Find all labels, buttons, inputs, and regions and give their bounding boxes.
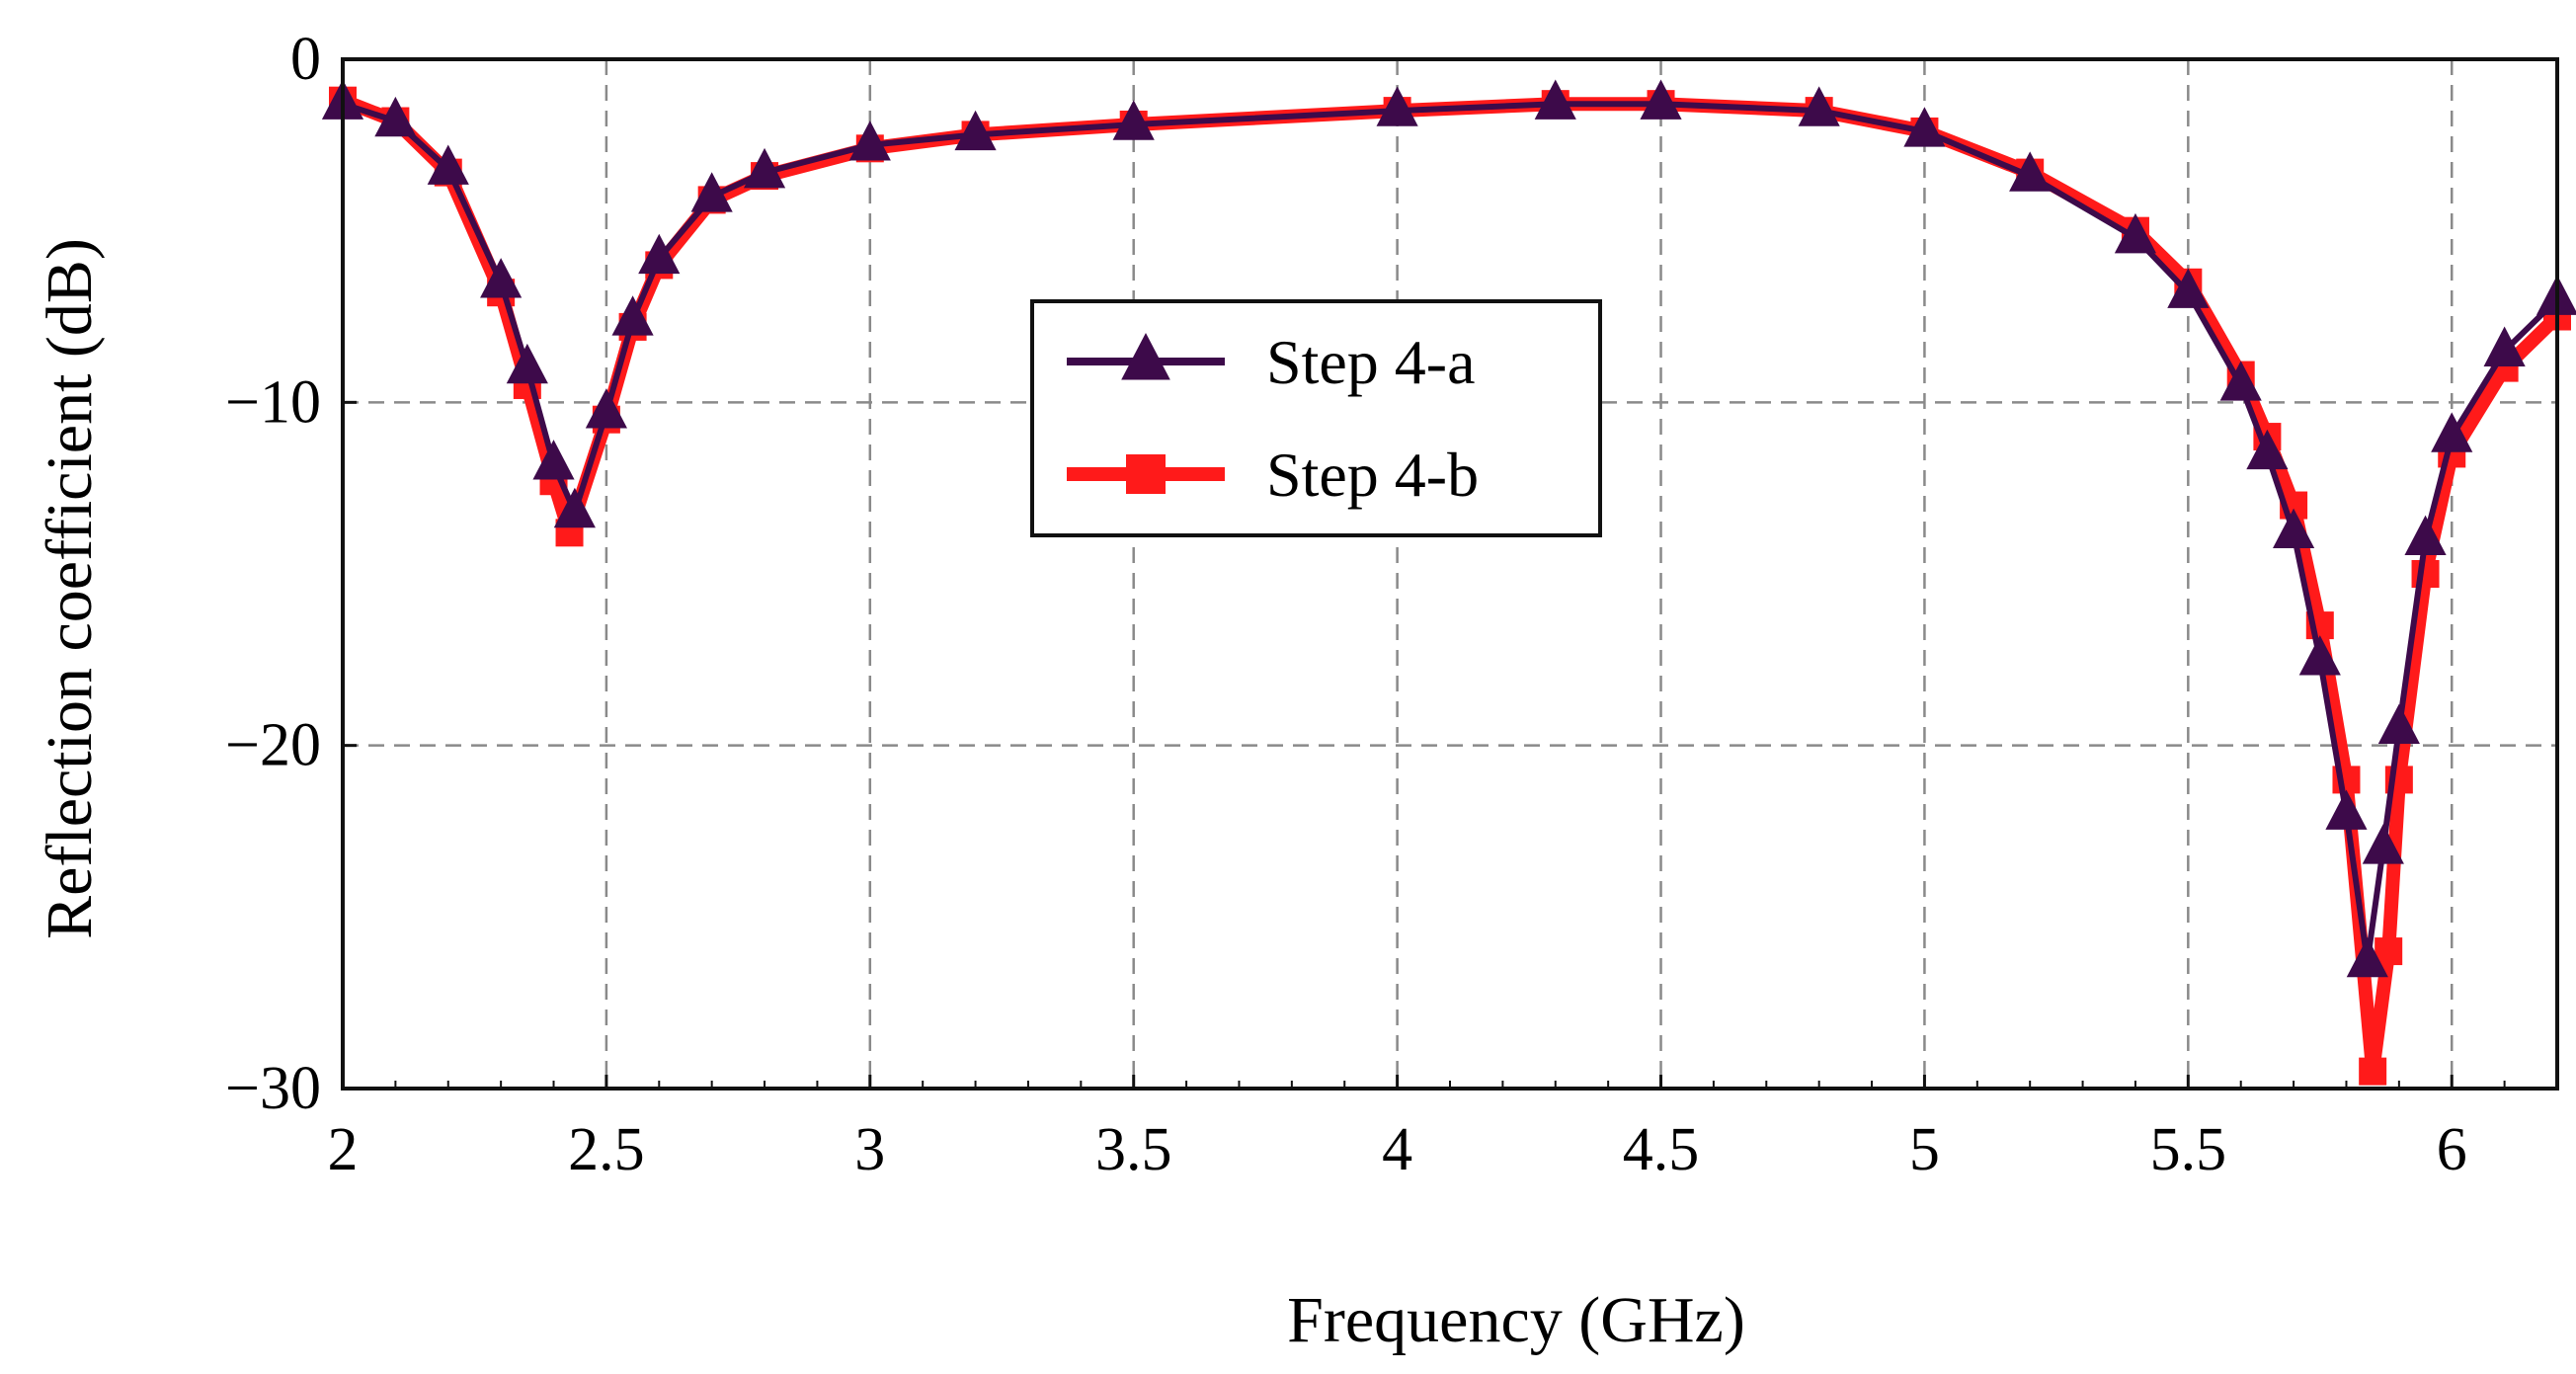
x-tick-label: 5 bbox=[1909, 1116, 1940, 1183]
point-step-4-a bbox=[848, 121, 891, 161]
point-step-4-a bbox=[1121, 332, 1170, 380]
point-step-4-b bbox=[1126, 454, 1166, 494]
legend-label: Step 4-b bbox=[1266, 440, 1479, 510]
point-step-4-a bbox=[690, 172, 733, 212]
legend-entries: Step 4-a Step 4-b bbox=[1067, 327, 1479, 510]
point-step-4-a bbox=[2431, 412, 2473, 452]
y-axis-title: Reflection coefficient (dB) bbox=[34, 238, 106, 939]
legend-entry: Step 4-b bbox=[1067, 440, 1479, 510]
x-tick-label: 4 bbox=[1382, 1116, 1412, 1183]
point-step-4-a bbox=[2483, 326, 2526, 366]
point-step-4-a bbox=[1112, 100, 1155, 140]
point-step-4-a bbox=[480, 258, 523, 298]
legend-label: Step 4-a bbox=[1266, 327, 1476, 397]
point-step-4-a bbox=[1534, 79, 1576, 120]
point-step-4-a bbox=[2404, 515, 2447, 555]
point-step-4-a bbox=[2246, 429, 2289, 470]
legend-entry: Step 4-a bbox=[1067, 327, 1476, 397]
point-step-4-a bbox=[743, 147, 786, 189]
point-step-4-a bbox=[532, 440, 575, 480]
x-tick-label: 3 bbox=[854, 1116, 885, 1183]
point-step-4-a bbox=[1376, 86, 1418, 126]
y-tick-label: −30 bbox=[225, 1055, 321, 1122]
legend: Step 4-a Step 4-b bbox=[1030, 299, 1602, 537]
point-step-4-a bbox=[374, 96, 417, 137]
point-step-4-a bbox=[2273, 508, 2315, 549]
point-step-4-a bbox=[2114, 212, 2157, 254]
x-tick-label: 4.5 bbox=[1623, 1116, 1700, 1183]
point-step-4-a bbox=[2298, 635, 2341, 676]
x-tick-label: 6 bbox=[2437, 1116, 2467, 1183]
point-step-4-a bbox=[2377, 703, 2420, 745]
legend-box bbox=[1030, 299, 1602, 537]
point-step-4-a bbox=[585, 388, 627, 429]
series-layer bbox=[321, 79, 2576, 1086]
x-tick-label: 2 bbox=[328, 1116, 359, 1183]
point-step-4-a bbox=[2167, 268, 2210, 308]
point-step-4-a bbox=[427, 144, 469, 185]
y-tick-label: 0 bbox=[290, 26, 321, 93]
plot-frame bbox=[341, 57, 2559, 1091]
point-step-4-a bbox=[553, 487, 596, 528]
y-tick-labels: 0 −10 −20 −30 bbox=[225, 26, 357, 1122]
y-tick-label: −10 bbox=[225, 368, 321, 436]
point-step-4-a bbox=[506, 343, 548, 384]
point-step-4-a bbox=[2362, 824, 2404, 864]
x-axis-title: Frequency (GHz) bbox=[1287, 1284, 1745, 1356]
point-step-4-b bbox=[2359, 1057, 2387, 1086]
series-step-4-b bbox=[329, 86, 2571, 1086]
point-step-4-a bbox=[2219, 361, 2262, 401]
point-step-4-a bbox=[611, 295, 654, 336]
grid-layer bbox=[343, 59, 2557, 1089]
x-tick-labels: 2 2.5 3 3.5 4 4.5 5 5.5 6 bbox=[328, 1075, 2558, 1183]
point-step-4-a bbox=[2009, 151, 2052, 192]
point-step-4-b bbox=[2411, 560, 2440, 588]
y-tick-label: −20 bbox=[225, 712, 321, 779]
point-step-4-a bbox=[638, 233, 681, 275]
point-step-4-a bbox=[2325, 789, 2368, 830]
point-step-4-a bbox=[954, 110, 997, 151]
point-step-4-a bbox=[2346, 936, 2388, 978]
point-step-4-a bbox=[1640, 79, 1682, 120]
x-tick-label: 2.5 bbox=[568, 1116, 645, 1183]
series-line bbox=[336, 93, 2564, 1079]
point-step-4-a bbox=[1903, 107, 1946, 147]
x-tick-label: 3.5 bbox=[1095, 1116, 1172, 1183]
point-step-4-a bbox=[1798, 86, 1840, 126]
x-tick-label: 5.5 bbox=[2150, 1116, 2227, 1183]
